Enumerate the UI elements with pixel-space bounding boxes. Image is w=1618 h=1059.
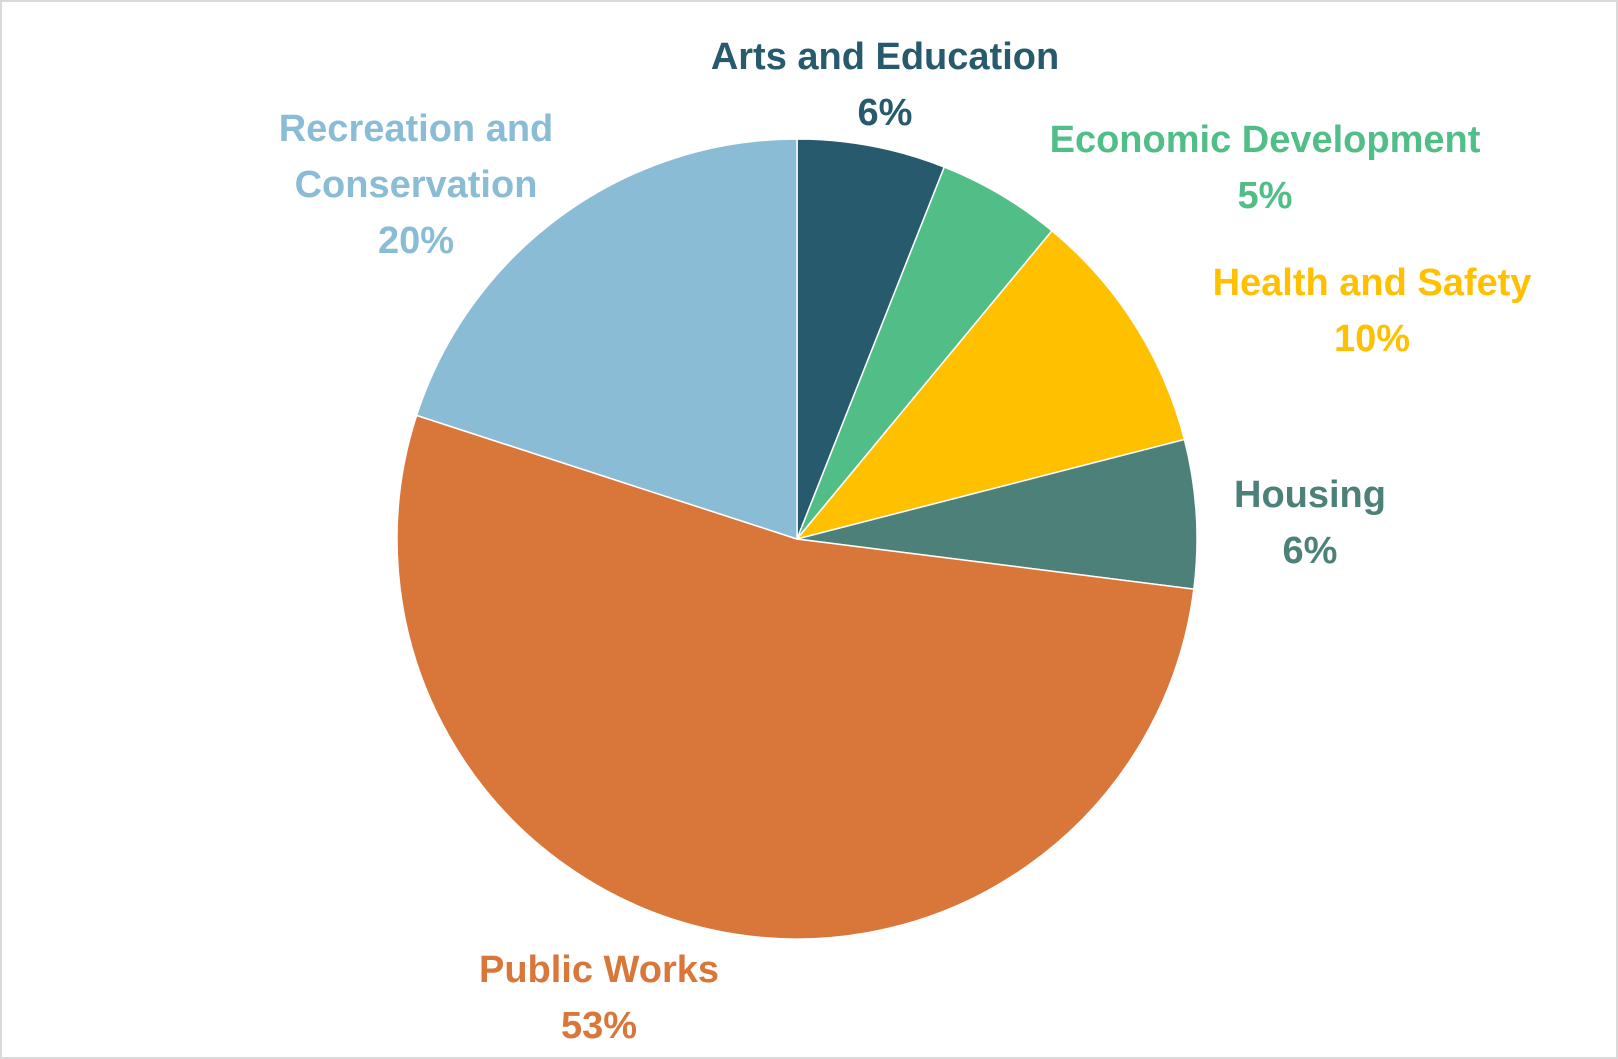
slice-public-works [396, 414, 1195, 940]
label-value-housing: 6% [1283, 530, 1338, 572]
label-text-line: Economic Development [1050, 119, 1481, 161]
label-recreation-and-conservation: Recreation and Conservation 20% [279, 108, 554, 262]
label-arts-and-education: Arts and Education 6% [711, 36, 1059, 134]
pie-labels: Arts and Education 6% Economic Development… [279, 36, 1532, 1047]
label-text-line: Public Works [479, 949, 719, 991]
label-text-line: Conservation [295, 164, 538, 206]
slice-recreation-and-conservation [415, 138, 798, 541]
label-text-line: Recreation and [279, 108, 554, 150]
pie-slices [396, 138, 1198, 940]
label-health-and-safety: Health and Safety 10% [1213, 262, 1532, 360]
label-housing: Housing 6% [1234, 474, 1386, 572]
label-text-line: Arts and Education [711, 36, 1059, 78]
label-economic-development: Economic Development 5% [1050, 119, 1481, 217]
label-public-works: Public Works 53% [479, 949, 719, 1047]
label-value-recreation-and-conservation: 20% [378, 220, 454, 262]
label-value-economic-development: 5% [1238, 175, 1293, 217]
slice-health-and-safety [794, 229, 1186, 541]
slice-housing [796, 438, 1198, 590]
label-text-line: Housing [1234, 474, 1386, 516]
label-value-health-and-safety: 10% [1334, 318, 1410, 360]
label-text-line: Health and Safety [1213, 262, 1532, 304]
label-value-public-works: 53% [561, 1005, 637, 1047]
label-value-arts-and-education: 6% [858, 92, 913, 134]
slice-arts-and-education [796, 138, 946, 540]
